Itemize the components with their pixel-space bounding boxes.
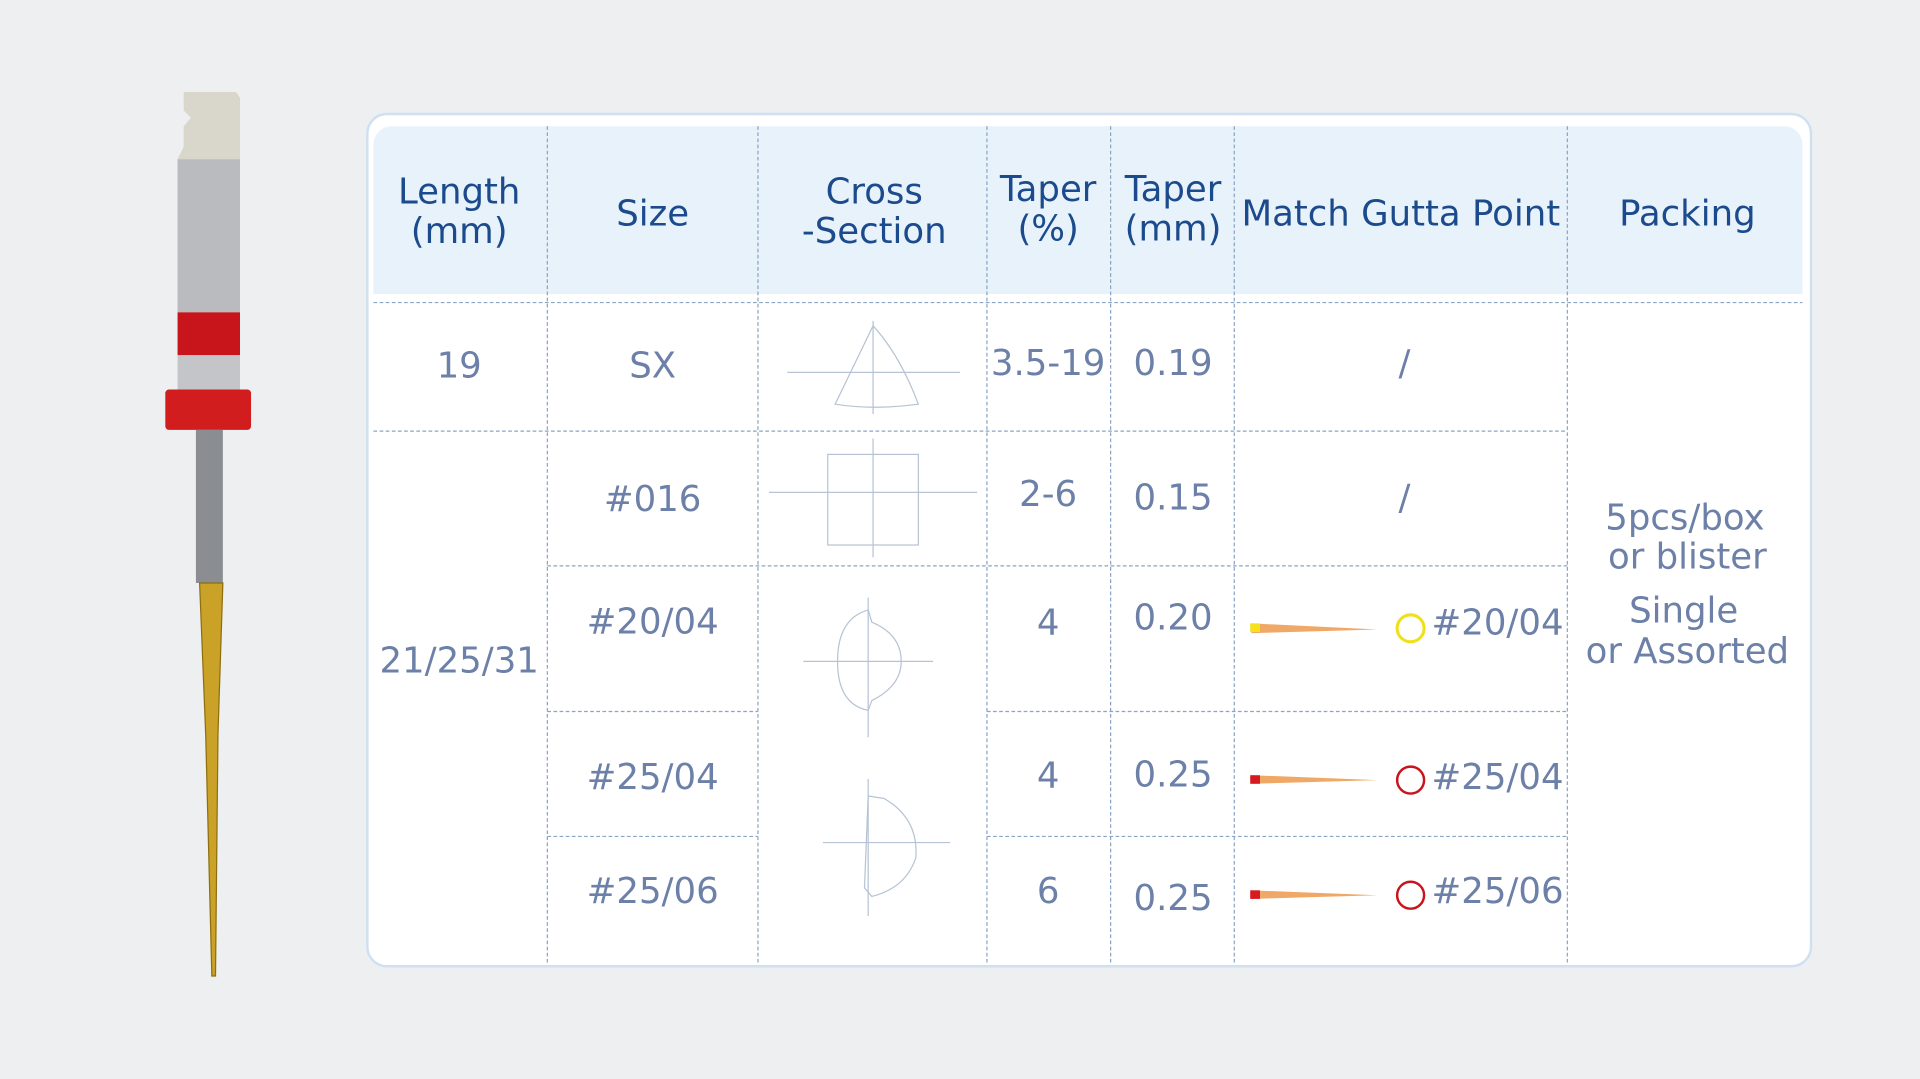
- shaft: [195, 429, 223, 583]
- stopper: [165, 389, 252, 430]
- half-section: [863, 795, 917, 898]
- taper-pct-cell: 4: [1037, 756, 1060, 797]
- collar: [177, 355, 240, 390]
- taper-mm-cell: 0.25: [1134, 754, 1213, 795]
- header-cell: Length: [398, 172, 520, 213]
- taper-mm-cell: 0.20: [1134, 598, 1213, 639]
- gutta-cell: #25/04: [1432, 757, 1564, 798]
- square-section: [827, 453, 919, 546]
- gutta-cell: #25/06: [1432, 871, 1564, 912]
- header-cell: Match Gutta Point: [1241, 194, 1560, 235]
- gutta-cell: /: [1399, 343, 1411, 384]
- header-cell: Cross: [826, 172, 923, 213]
- size-cell: #25/06: [587, 871, 719, 912]
- packing-cell: or blister: [1608, 536, 1767, 577]
- packing-cell: or Assorted: [1586, 631, 1789, 672]
- gutta-tip: [1250, 775, 1260, 784]
- size-ring: [1395, 613, 1426, 644]
- gutta-point: [1251, 890, 1378, 899]
- size-cell: #20/04: [587, 601, 719, 642]
- gutta-cell: /: [1399, 478, 1411, 519]
- taper-pct-cell: 2-6: [1019, 474, 1077, 515]
- header-cell: -Section: [802, 211, 947, 252]
- blade: [198, 582, 224, 977]
- header-cell: Packing: [1619, 194, 1756, 235]
- taper-pct-cell: 3.5-19: [991, 343, 1105, 384]
- table-header: Length (mm) Size Cross -Section Taper (%…: [398, 169, 1756, 252]
- size-ring: [1395, 765, 1426, 795]
- header-cell: (%): [1017, 208, 1078, 249]
- header-cell: Taper: [1124, 169, 1222, 210]
- shank: [177, 159, 240, 313]
- table-frame: [366, 112, 1813, 968]
- taper-pct-cell: 6: [1037, 871, 1060, 912]
- taper-mm-cell: 0.25: [1134, 878, 1213, 919]
- header-cell: (mm): [1125, 208, 1222, 249]
- gutta-icons: [1250, 613, 1426, 910]
- size-cell: SX: [629, 345, 676, 386]
- gutta-tip: [1250, 623, 1260, 632]
- length-cell: 21/25/31: [379, 641, 538, 682]
- table-body: 19 21/25/31 SX 3.5-19 0.19 / #016 2-6 0.…: [379, 343, 1789, 919]
- cross-sections: [768, 320, 978, 917]
- header-cell: Size: [616, 194, 689, 235]
- color-band: [177, 312, 240, 356]
- grid-lines: [373, 126, 1803, 964]
- gutta-tip: [1250, 890, 1260, 899]
- length-cell: 19: [437, 345, 482, 386]
- table-header-bg: [373, 126, 1803, 294]
- gutta-cell: #20/04: [1432, 603, 1564, 644]
- packing-cell: Single: [1629, 590, 1738, 631]
- size-cell: #016: [604, 479, 702, 520]
- taper-pct-cell: 4: [1037, 603, 1060, 644]
- file-instrument: [165, 91, 252, 977]
- size-cell: #25/04: [587, 757, 719, 798]
- taper-mm-cell: 0.15: [1134, 478, 1213, 519]
- size-ring: [1395, 880, 1426, 910]
- taper-mm-cell: 0.19: [1134, 343, 1213, 384]
- header-cell: Taper: [999, 169, 1097, 210]
- s-section: [836, 609, 902, 712]
- packing-cell: 5pcs/box: [1605, 497, 1764, 538]
- triangle-section: [834, 324, 920, 408]
- header-cell: (mm): [411, 211, 508, 252]
- gutta-point: [1251, 775, 1378, 784]
- gutta-point: [1251, 623, 1378, 634]
